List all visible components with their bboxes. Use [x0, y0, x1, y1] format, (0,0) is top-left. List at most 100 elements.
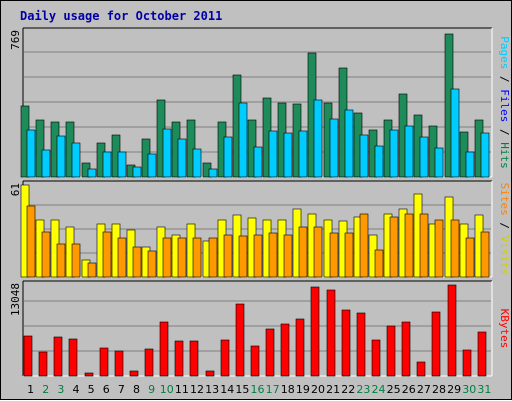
bar-kbytes-day-29: [447, 284, 457, 377]
series-label-hits-files-pages: Pages / Files / Hits: [498, 36, 511, 169]
bar-pages-day-15: [238, 102, 248, 178]
bar-kbytes-day-3: [53, 336, 63, 377]
bar-kbytes-day-27: [416, 361, 426, 377]
bar-kbytes-day-5: [84, 372, 94, 377]
bar-kbytes-day-30: [462, 349, 472, 377]
bar-kbytes-day-2: [38, 351, 48, 377]
series-label-part: /: [498, 216, 511, 236]
bar-kbytes-day-11: [174, 340, 184, 377]
x-tick-label-day-28: 28: [432, 383, 446, 396]
series-label-part: /: [498, 122, 511, 142]
bar-kbytes-day-17: [265, 328, 275, 377]
bar-kbytes-day-25: [386, 325, 396, 377]
bar-sites-day-7: [117, 237, 127, 278]
bar-kbytes-day-31: [477, 331, 487, 377]
bar-kbytes-day-26: [401, 321, 411, 377]
x-tick-label-day-27: 27: [417, 383, 431, 396]
bar-sites-day-9: [147, 250, 157, 278]
bar-kbytes-day-23: [356, 312, 366, 377]
bar-sites-day-23: [359, 213, 369, 278]
bar-pages-day-17: [268, 130, 278, 178]
bar-kbytes-day-10: [159, 321, 169, 377]
bar-sites-day-14: [223, 234, 233, 278]
bar-sites-day-30: [465, 237, 475, 278]
x-tick-label-day-23: 23: [356, 383, 370, 396]
ymax-label-visits-sites: 61: [9, 183, 22, 196]
bar-pages-day-8: [132, 166, 142, 178]
bar-sites-day-21: [329, 232, 339, 278]
bar-sites-day-29: [450, 219, 460, 278]
x-tick-label-day-12: 12: [190, 383, 204, 396]
bar-sites-day-15: [238, 235, 248, 278]
ymax-label-hits-files-pages: 769: [9, 30, 22, 50]
bar-pages-day-23: [359, 134, 369, 178]
bar-sites-day-28: [434, 219, 444, 278]
bar-kbytes-day-6: [99, 347, 109, 377]
bar-kbytes-day-14: [220, 339, 230, 377]
x-tick-label-day-9: 9: [148, 383, 155, 396]
x-tick-label-day-10: 10: [160, 383, 174, 396]
bar-pages-day-1: [26, 129, 36, 178]
bar-kbytes-day-1: [23, 335, 33, 377]
ymax-label-kbytes: 13048: [9, 283, 22, 316]
bar-pages-day-26: [404, 125, 414, 178]
x-tick-label-day-26: 26: [402, 383, 416, 396]
x-tick-label-day-4: 4: [72, 383, 79, 396]
bar-pages-day-21: [329, 118, 339, 178]
bar-pages-day-22: [344, 109, 354, 178]
bar-kbytes-day-12: [189, 340, 199, 377]
bar-kbytes-day-7: [114, 350, 124, 377]
x-tick-label-day-17: 17: [266, 383, 280, 396]
bar-kbytes-day-15: [235, 303, 245, 377]
bar-pages-day-3: [56, 135, 66, 178]
bar-kbytes-day-18: [280, 323, 290, 377]
bar-sites-day-2: [41, 231, 51, 278]
bar-pages-day-14: [223, 136, 233, 178]
bar-sites-day-10: [162, 237, 172, 278]
bar-sites-day-12: [192, 237, 202, 278]
x-tick-label-day-30: 30: [462, 383, 476, 396]
bar-kbytes-day-21: [326, 289, 336, 377]
bar-sites-day-17: [268, 232, 278, 278]
bar-pages-day-13: [208, 168, 218, 178]
x-tick-label-day-21: 21: [326, 383, 340, 396]
x-tick-label-day-31: 31: [477, 383, 491, 396]
bar-sites-day-24: [374, 249, 384, 278]
bar-pages-day-25: [389, 129, 399, 178]
series-label-kbytes: KBytes: [498, 309, 511, 349]
x-tick-label-day-19: 19: [296, 383, 310, 396]
bar-pages-day-24: [374, 145, 384, 178]
series-label-part: Files: [498, 89, 511, 122]
bar-kbytes-day-9: [144, 348, 154, 377]
bar-pages-day-4: [71, 142, 81, 178]
bar-pages-day-6: [102, 151, 112, 178]
bar-sites-day-22: [344, 232, 354, 278]
x-tick-label-day-24: 24: [372, 383, 386, 396]
x-tick-label-day-22: 22: [341, 383, 355, 396]
x-tick-label-day-8: 8: [133, 383, 140, 396]
bar-kbytes-day-8: [129, 370, 139, 377]
series-label-part: Sites: [498, 183, 511, 216]
bar-pages-day-28: [434, 147, 444, 178]
bar-sites-day-19: [298, 226, 308, 278]
x-tick-label-day-16: 16: [251, 383, 265, 396]
bar-pages-day-5: [87, 168, 97, 178]
bar-kbytes-day-24: [371, 339, 381, 377]
series-label-visits-sites: Sites / Visits: [498, 183, 511, 276]
bar-files-day-2: [35, 119, 45, 178]
bar-pages-day-18: [283, 132, 293, 178]
bar-kbytes-day-13: [205, 370, 215, 377]
bar-kbytes-day-4: [68, 338, 78, 377]
bar-pages-day-10: [162, 128, 172, 178]
bar-pages-day-29: [450, 88, 460, 178]
bar-kbytes-day-22: [341, 309, 351, 377]
x-tick-label-day-18: 18: [281, 383, 295, 396]
series-label-part: Hits: [498, 142, 511, 169]
bar-pages-day-19: [298, 130, 308, 178]
bar-pages-day-2: [41, 149, 51, 178]
bar-sites-day-18: [283, 234, 293, 278]
bar-pages-day-16: [253, 146, 263, 178]
x-tick-label-day-20: 20: [311, 383, 325, 396]
chart-title: Daily usage for October 2011: [20, 9, 223, 23]
